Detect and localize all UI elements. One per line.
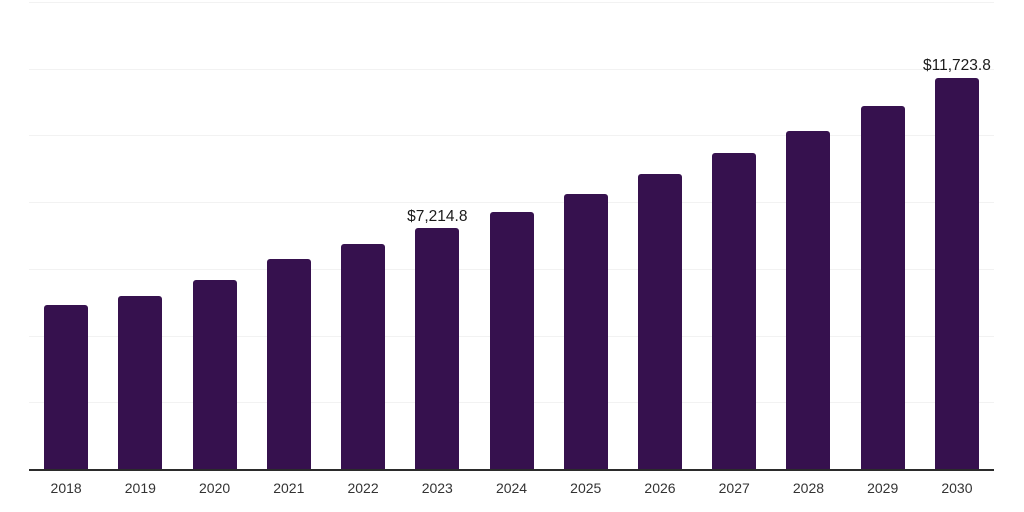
bar-2030[interactable]	[934, 77, 979, 469]
bar-2023[interactable]	[415, 228, 460, 469]
bar-2018[interactable]	[44, 305, 89, 469]
gridline-10000	[29, 135, 994, 137]
bar-group-2019	[103, 2, 177, 469]
bar-group-2029	[846, 2, 920, 469]
gridline-8000	[29, 202, 994, 204]
bar-group-2023: $7,214.8	[400, 2, 474, 469]
bar-group-2018	[29, 2, 103, 469]
gridline-12000	[29, 68, 994, 70]
x-tick-2018: 2018	[50, 480, 82, 496]
bar-group-2028	[771, 2, 845, 469]
x-tick-2023: 2023	[421, 480, 453, 496]
x-tick-2030: 2030	[941, 480, 973, 496]
bar-value-label-2023: $7,214.8	[407, 207, 468, 225]
bar-2026[interactable]	[637, 174, 682, 469]
x-tick-2028: 2028	[792, 480, 825, 496]
bar-value-label-2030: $11,723.8	[923, 57, 991, 75]
bar-2020[interactable]	[192, 279, 237, 469]
bars-container: $7,214.8 $11,723.8	[29, 2, 994, 469]
bar-2028[interactable]	[786, 130, 831, 469]
bar-2019[interactable]	[118, 295, 163, 469]
bar-2022[interactable]	[341, 243, 386, 469]
x-tick-2024: 2024	[495, 480, 528, 496]
x-tick-2025: 2025	[570, 480, 602, 496]
x-tick-2019: 2019	[124, 480, 156, 496]
gridline-14000	[29, 2, 994, 3]
x-tick-2020: 2020	[199, 480, 231, 496]
bar-group-2022	[326, 2, 400, 469]
x-tick-2021: 2021	[273, 480, 305, 496]
x-tick-2027: 2027	[718, 480, 750, 496]
bar-group-2027	[697, 2, 771, 469]
bar-2021[interactable]	[266, 258, 311, 469]
bar-2027[interactable]	[712, 153, 757, 469]
bar-group-2030: $11,723.8	[920, 2, 994, 469]
bar-2024[interactable]	[489, 212, 534, 469]
x-tick-2026: 2026	[644, 480, 676, 496]
bar-group-2025	[549, 2, 623, 469]
x-tick-2029: 2029	[867, 480, 899, 496]
bar-group-2024	[474, 2, 548, 469]
x-tick-2022: 2022	[347, 480, 379, 496]
bar-2025[interactable]	[563, 194, 608, 469]
bar-group-2026	[623, 2, 697, 469]
plot-area: $7,214.8 $11,723.8	[29, 2, 994, 471]
x-axis: 2018 2019 2020 2021 2022 2023 2024 2025 2026 2027…	[29, 481, 994, 495]
bar-group-2020	[177, 2, 251, 469]
bar-2029[interactable]	[860, 105, 905, 469]
bar-group-2021	[252, 2, 326, 469]
